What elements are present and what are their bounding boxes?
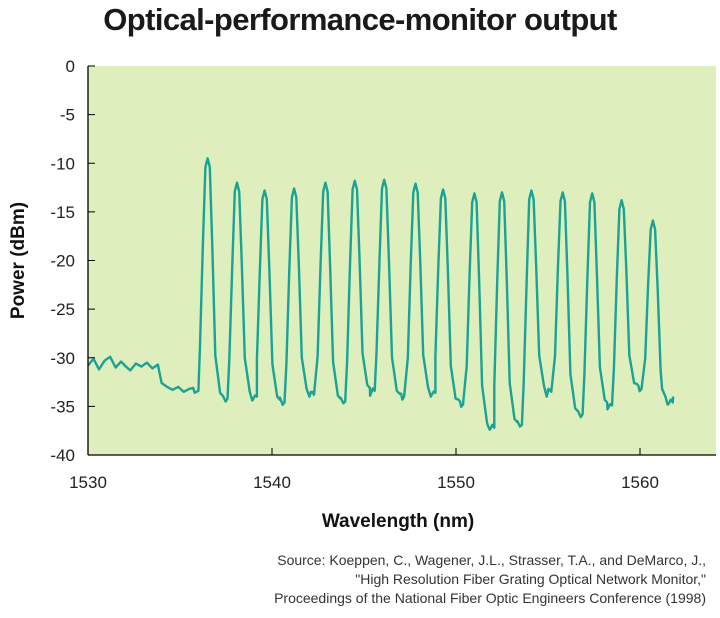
- y-tick-label: -20: [50, 252, 75, 271]
- chart-title: Optical-performance-monitor output: [103, 2, 617, 37]
- x-tick-label: 1540: [253, 473, 291, 492]
- y-tick-label: -10: [50, 154, 75, 173]
- source-line-3: Proceedings of the National Fiber Optic …: [274, 590, 706, 606]
- y-tick-label: -25: [50, 300, 75, 319]
- y-tick-label: -15: [50, 203, 75, 222]
- y-tick-label: -40: [50, 446, 75, 465]
- spectrum-line: [87, 157, 675, 431]
- source-line-1: Source: Koeppen, C., Wagener, J.L., Stra…: [277, 552, 706, 568]
- x-axis-label: Wavelength (nm): [322, 511, 474, 532]
- x-tick-label: 1550: [437, 473, 475, 492]
- y-axis-label: Power (dBm): [8, 202, 29, 319]
- x-tick-label: 1530: [69, 473, 107, 492]
- y-tick-label: -30: [50, 349, 75, 368]
- y-tick-label: -35: [50, 397, 75, 416]
- x-tick-label: 1560: [621, 473, 659, 492]
- y-tick-label: -5: [60, 106, 75, 125]
- y-tick-label: 0: [66, 57, 75, 76]
- source-line-2: "High Resolution Fiber Grating Optical N…: [355, 571, 706, 587]
